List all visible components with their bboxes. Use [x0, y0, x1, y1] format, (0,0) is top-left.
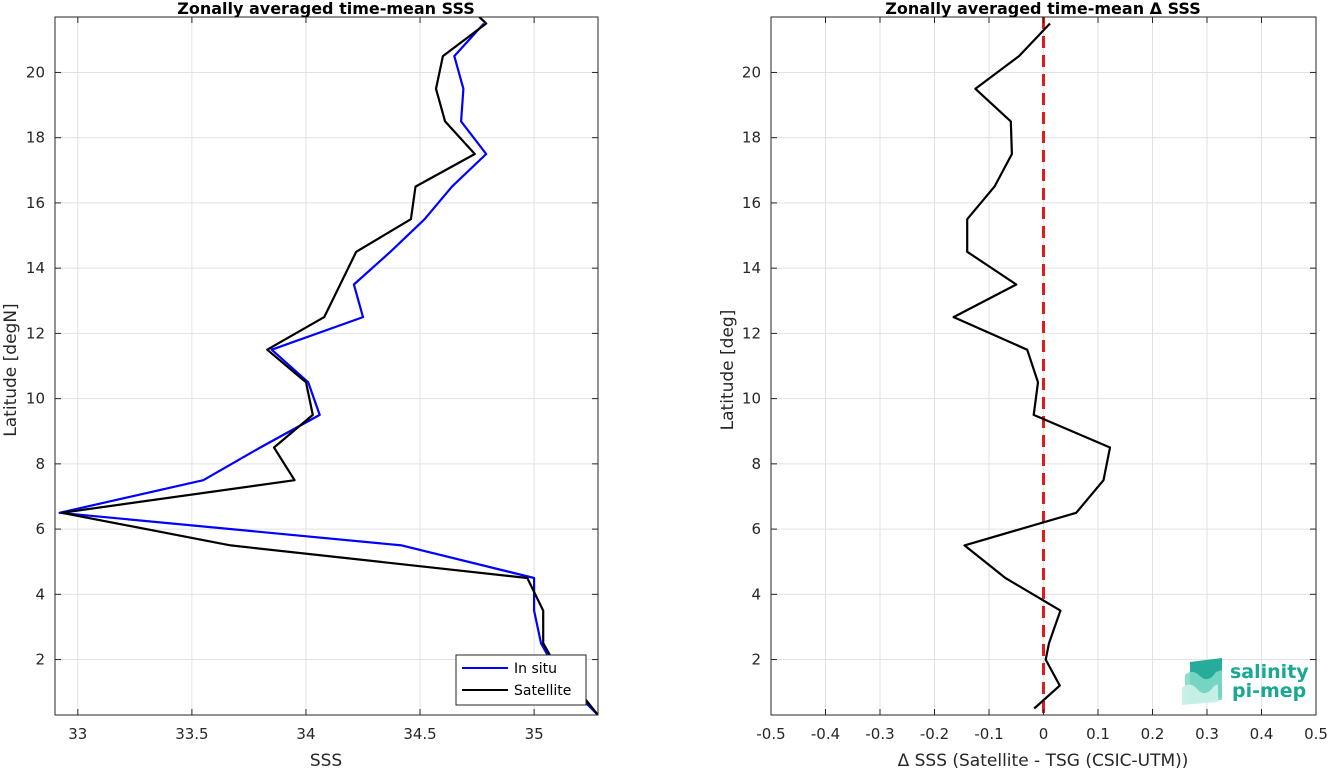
legend-box	[455, 654, 587, 706]
left-y-tick-label: 16	[26, 194, 45, 212]
right-y-tick-label: 16	[742, 194, 761, 212]
left-chart: 33 33.5 34 34.5 35 2 4 6 8 10 12 14 16 18 20 Zonally a…	[1, 0, 599, 769]
right-chart-title: Zonally averaged time-mean Δ SSS	[885, 0, 1201, 18]
left-legend: In situ Satellite	[455, 654, 587, 706]
left-x-tick-label: 33	[68, 725, 87, 743]
left-y-tick-label: 6	[35, 520, 45, 538]
right-chart: -0.5 -0.4 -0.3 -0.2 -0.1 0 0.1 0.2 0.3 0.4 0.5 2 4 6 8…	[718, 0, 1328, 769]
left-x-axis-label: SSS	[310, 751, 342, 769]
right-x-tick-label: -0.2	[920, 725, 949, 743]
salinity-pi-mep-logo: salinity pi-mep	[1182, 658, 1309, 705]
right-y-axis-label: Latitude [deg]	[718, 310, 738, 431]
wave-logo-icon	[1182, 658, 1222, 705]
right-x-tick-label: 0.3	[1195, 725, 1219, 743]
left-plot-frame	[54, 16, 599, 716]
right-y-tick-label: 10	[742, 390, 761, 408]
right-x-axis-label: Δ SSS (Satellite - TSG (CSIC-UTM))	[898, 751, 1189, 769]
legend-label-in-situ: In situ	[514, 661, 557, 677]
left-y-tick-label: 2	[35, 651, 45, 669]
right-y-tick-label: 20	[742, 63, 761, 81]
right-x-tick-label: 0.2	[1141, 725, 1165, 743]
left-series-line-satellite	[60, 17, 598, 715]
right-y-tick-label: 2	[751, 651, 761, 669]
right-y-tick-label: 8	[751, 455, 761, 473]
right-series-line-delta-sss	[952, 22, 1112, 710]
right-x-tick-label: 0.5	[1304, 725, 1328, 743]
left-series	[58, 17, 598, 715]
right-ticks: -0.5 -0.4 -0.3 -0.2 -0.1 0 0.1 0.2 0.3 0.4 0.5 2 4 6 8…	[742, 17, 1328, 743]
left-y-tick-label: 14	[26, 259, 45, 277]
left-grid	[55, 17, 598, 715]
left-x-tick-label: 34.5	[403, 725, 436, 743]
right-y-tick-label: 6	[751, 520, 761, 538]
right-x-tick-label: -0.3	[865, 725, 894, 743]
right-y-tick-label: 14	[742, 259, 761, 277]
right-x-tick-label: -0.5	[756, 725, 785, 743]
logo-text-salinity: salinity	[1230, 661, 1309, 683]
right-y-tick-label: 18	[742, 129, 761, 147]
left-y-tick-label: 12	[26, 324, 45, 342]
logo-text-pi-mep: pi-mep	[1232, 680, 1306, 702]
right-x-tick-label: 0.1	[1086, 725, 1110, 743]
left-y-tick-label: 18	[26, 129, 45, 147]
left-y-tick-label: 10	[26, 390, 45, 408]
left-y-axis-label: Latitude [degN]	[1, 303, 21, 436]
left-ticks: 33 33.5 34 34.5 35 2 4 6 8 10 12 14 16 18 20	[26, 17, 598, 743]
right-x-tick-label: 0.4	[1250, 725, 1274, 743]
right-x-tick-label: -0.1	[974, 725, 1003, 743]
left-series-line-in-situ	[58, 22, 598, 715]
left-x-tick-label: 35	[525, 725, 544, 743]
left-y-tick-label: 4	[35, 585, 45, 603]
left-x-tick-label: 33.5	[175, 725, 208, 743]
right-x-tick-label: -0.4	[811, 725, 840, 743]
left-plot-background	[55, 17, 598, 715]
right-series	[952, 17, 1112, 715]
left-chart-title: Zonally averaged time-mean SSS	[177, 0, 475, 18]
right-y-tick-label: 12	[742, 324, 761, 342]
right-x-tick-label: 0	[1039, 725, 1049, 743]
right-y-tick-label: 4	[751, 585, 761, 603]
left-y-tick-label: 8	[35, 455, 45, 473]
left-y-tick-label: 20	[26, 63, 45, 81]
legend-label-satellite: Satellite	[514, 683, 571, 699]
left-x-tick-label: 34	[296, 725, 315, 743]
